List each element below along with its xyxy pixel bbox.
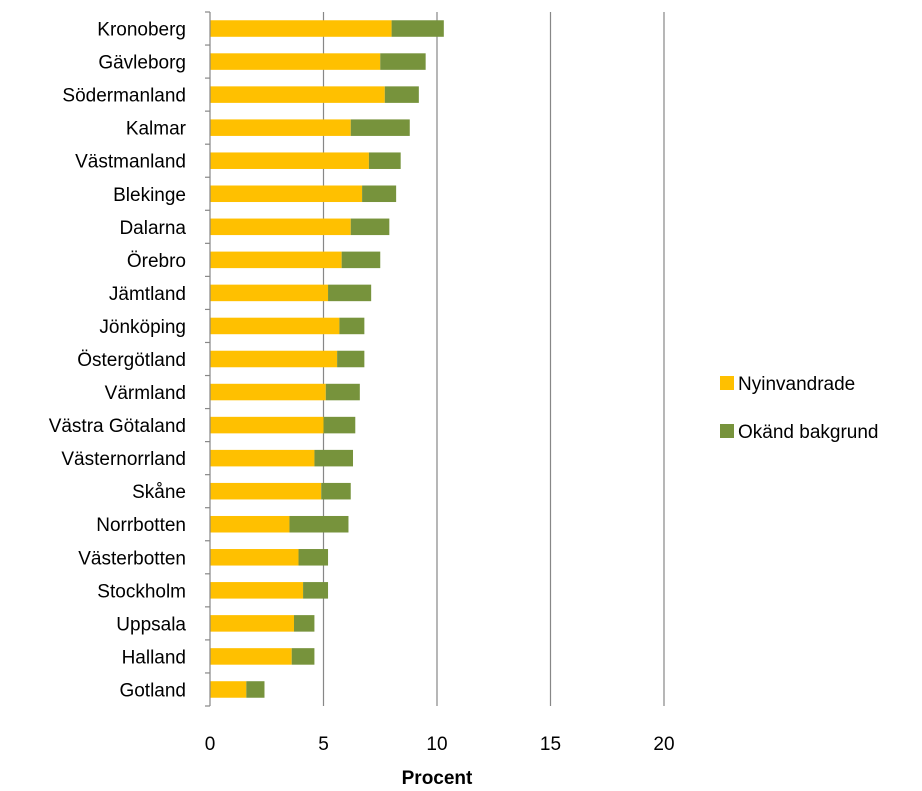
category-label: Dalarna xyxy=(119,218,186,239)
bar-nyinvandrade-13 xyxy=(210,449,315,467)
bar-nyinvandrade-11 xyxy=(210,383,326,401)
bar-nyinvandrade-3 xyxy=(210,119,351,136)
bar-okand-bakgrund-3 xyxy=(350,119,410,136)
bar-okand-bakgrund-20 xyxy=(246,681,265,698)
bar-nyinvandrade-9 xyxy=(210,317,340,335)
bar-nyinvandrade-7 xyxy=(210,251,342,269)
bar-okand-bakgrund-12 xyxy=(323,416,356,434)
category-label: Kalmar xyxy=(126,119,187,140)
bar-nyinvandrade-4 xyxy=(210,152,369,169)
category-label: Kronoberg xyxy=(97,20,186,41)
axes xyxy=(205,11,211,707)
category-label: Stockholm xyxy=(97,581,186,602)
bar-okand-bakgrund-6 xyxy=(350,218,390,236)
category-label: Västernorrland xyxy=(61,449,186,470)
tick-labels: 0 5 10 15 20 xyxy=(205,734,675,755)
x-axis-title: Procent xyxy=(402,768,473,789)
category-label: Västerbotten xyxy=(78,548,186,569)
category-label: Halland xyxy=(122,647,186,668)
category-label: Värmland xyxy=(105,383,186,404)
category-label: Jämtland xyxy=(109,284,186,305)
bar-okand-bakgrund-1 xyxy=(380,53,426,70)
category-label: Gävleborg xyxy=(98,53,186,74)
legend-swatch-okand-bakgrund xyxy=(720,424,734,438)
bar-okand-bakgrund-15 xyxy=(289,515,349,533)
bar-okand-bakgrund-7 xyxy=(341,251,381,269)
category-label: Uppsala xyxy=(116,614,186,635)
x-tick-label: 15 xyxy=(540,734,561,755)
gridlines xyxy=(322,12,665,706)
category-label: Blekinge xyxy=(113,185,186,206)
bar-nyinvandrade-10 xyxy=(210,350,338,368)
x-tick-label: 10 xyxy=(426,734,447,755)
bar-okand-bakgrund-2 xyxy=(384,86,419,103)
bar-nyinvandrade-2 xyxy=(210,86,385,103)
legend: Nyinvandrade Okänd bakgrund xyxy=(720,374,879,443)
bar-nyinvandrade-1 xyxy=(210,53,381,70)
bar-okand-bakgrund-4 xyxy=(368,152,401,169)
bar-okand-bakgrund-10 xyxy=(337,350,365,368)
category-label: Västmanland xyxy=(75,152,186,173)
legend-label-okand-bakgrund: Okänd bakgrund xyxy=(738,422,879,443)
bar-okand-bakgrund-5 xyxy=(362,185,397,203)
category-labels: Kronoberg Gävleborg Södermanland Kalmar Väst… xyxy=(49,20,187,702)
category-label: Skåne xyxy=(132,482,186,503)
category-label: Södermanland xyxy=(62,86,186,107)
bar-okand-bakgrund-0 xyxy=(391,20,444,37)
bar-nyinvandrade-16 xyxy=(210,549,299,566)
bar-okand-bakgrund-16 xyxy=(298,549,329,566)
bar-nyinvandrade-8 xyxy=(210,284,329,302)
bar-nyinvandrade-20 xyxy=(210,681,247,698)
bar-nyinvandrade-12 xyxy=(210,416,324,434)
x-tick-label: 5 xyxy=(318,734,329,755)
legend-swatch-nyinvandrade xyxy=(720,376,734,390)
bar-nyinvandrade-5 xyxy=(210,185,363,203)
category-label: Östergötland xyxy=(77,350,186,371)
category-label: Örebro xyxy=(127,251,186,272)
bar-nyinvandrade-19 xyxy=(210,648,292,665)
category-label: Västra Götaland xyxy=(49,416,186,437)
bar-okand-bakgrund-17 xyxy=(303,582,329,599)
bar-okand-bakgrund-13 xyxy=(314,449,354,467)
bar-nyinvandrade-6 xyxy=(210,218,351,236)
bar-nyinvandrade-18 xyxy=(210,615,294,632)
bar-okand-bakgrund-18 xyxy=(293,615,315,632)
bar-okand-bakgrund-9 xyxy=(339,317,365,335)
bar-nyinvandrade-17 xyxy=(210,582,304,599)
bar-okand-bakgrund-11 xyxy=(325,383,360,401)
category-label: Jönköping xyxy=(99,317,186,338)
category-label: Norrbotten xyxy=(96,515,186,536)
legend-label-nyinvandrade: Nyinvandrade xyxy=(738,374,855,395)
bar-nyinvandrade-0 xyxy=(210,20,392,37)
bar-nyinvandrade-14 xyxy=(210,482,322,500)
category-label: Gotland xyxy=(119,680,186,701)
bar-okand-bakgrund-14 xyxy=(321,482,351,500)
bar-okand-bakgrund-8 xyxy=(328,284,372,302)
bar-nyinvandrade-15 xyxy=(210,515,290,533)
bars xyxy=(210,20,444,698)
bar-okand-bakgrund-19 xyxy=(291,648,315,665)
x-tick-label: 0 xyxy=(205,734,216,755)
x-tick-label: 20 xyxy=(653,734,674,755)
